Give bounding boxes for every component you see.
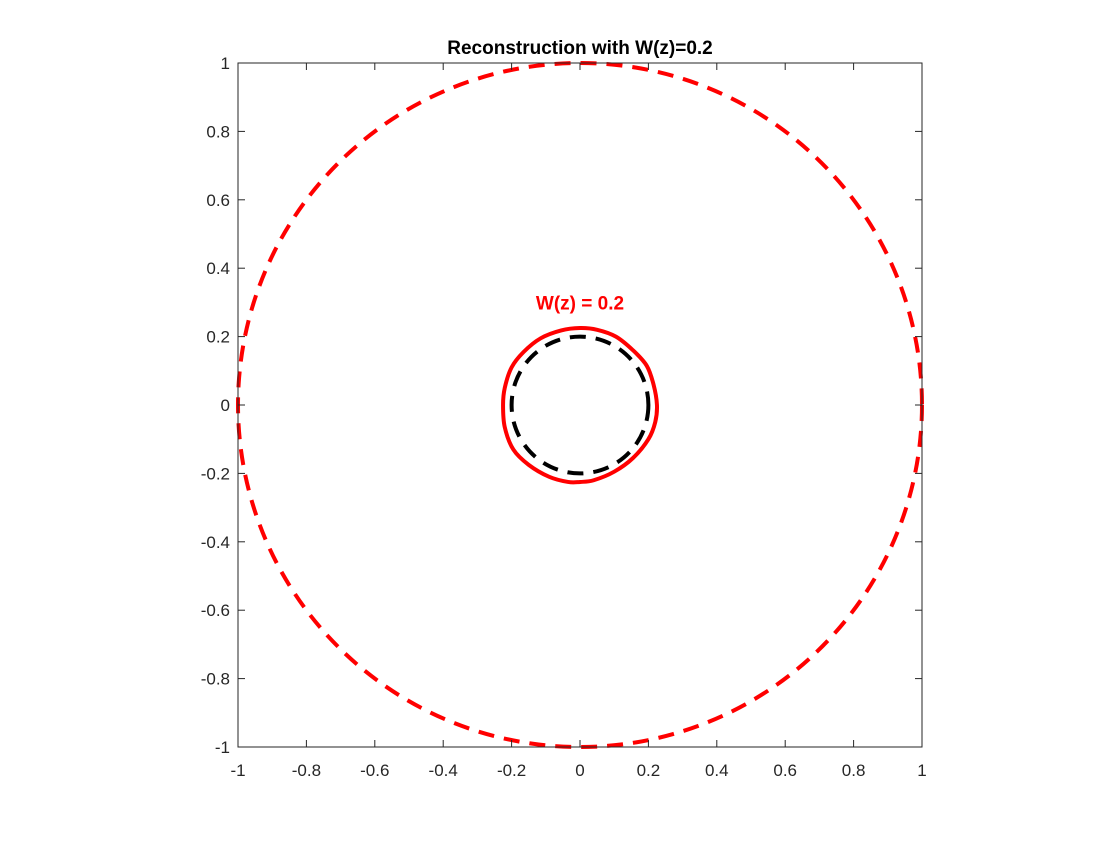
y-tick-label: -0.8 xyxy=(201,670,230,689)
y-tick-label: -0.2 xyxy=(201,464,230,483)
y-tick-label: 0.8 xyxy=(206,122,230,141)
ticks-layer: -1 -0.8 -0.6 -0.4 -0.2 0 0.2 0.4 0.6 0.8 1 -1 -0.8 -0… xyxy=(201,54,927,780)
y-tick-label: -0.4 xyxy=(201,533,230,552)
x-tick-label: -0.2 xyxy=(497,761,526,780)
y-tick-label: -0.6 xyxy=(201,601,230,620)
y-tick-label: 0 xyxy=(221,396,230,415)
x-tick-label: 0 xyxy=(575,761,584,780)
x-tick-label: -0.6 xyxy=(360,761,389,780)
outer-dashed-circle xyxy=(236,61,924,749)
x-tick-label: 0.8 xyxy=(842,761,866,780)
x-tick-label: -0.4 xyxy=(429,761,458,780)
x-tick-label: -0.8 xyxy=(292,761,321,780)
y-tick-label: 1 xyxy=(221,54,230,73)
x-tick-label: 1 xyxy=(917,761,926,780)
data-layer xyxy=(236,61,924,749)
reconstruction-curve xyxy=(501,326,660,485)
x-tick-label: 0.4 xyxy=(705,761,729,780)
x-tick-label: 0.6 xyxy=(773,761,797,780)
true-boundary-circle xyxy=(509,334,651,476)
annotation-label: W(z) = 0.2 xyxy=(536,293,624,314)
y-tick-label: 0.6 xyxy=(206,191,230,210)
chart-title: Reconstruction with W(z)=0.2 xyxy=(447,38,713,59)
y-tick-label: 0.4 xyxy=(206,259,230,278)
y-tick-label: 0.2 xyxy=(206,328,230,347)
y-tick-label: -1 xyxy=(215,738,230,757)
x-tick-label: 0.2 xyxy=(637,761,661,780)
axes-box xyxy=(237,62,923,748)
x-tick-label: -1 xyxy=(230,761,245,780)
